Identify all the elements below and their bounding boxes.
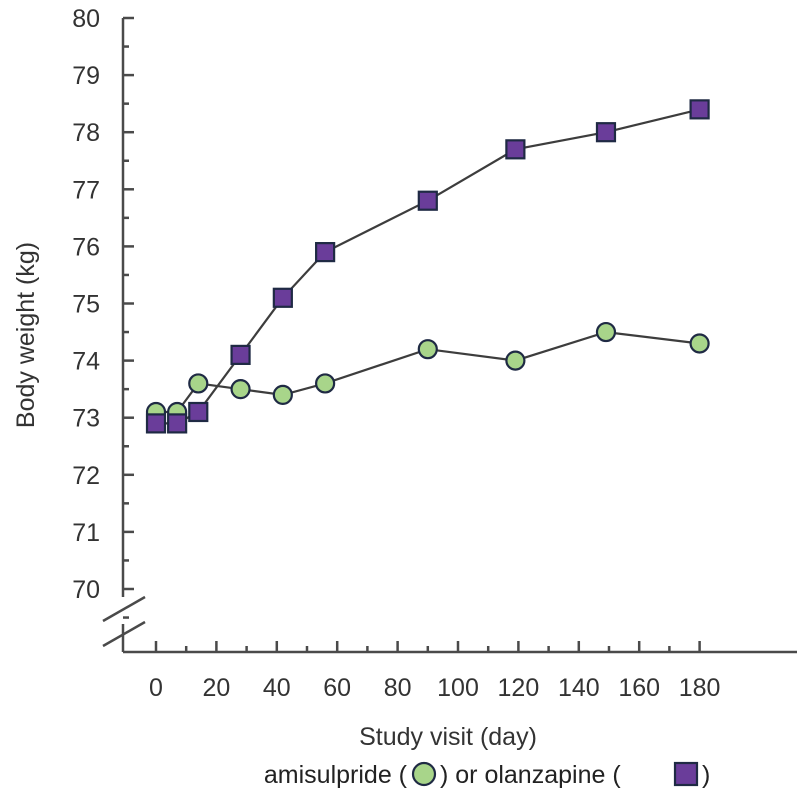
x-ticks: 0 20 40 60 80 100 120 140 160 180 <box>149 641 720 702</box>
legend-marker-amisulpride <box>411 761 437 787</box>
amisulpride-point <box>595 321 617 343</box>
x-tick-label: 160 <box>618 674 660 702</box>
amisulpride-point <box>315 373 336 394</box>
amisulpride-point <box>689 333 710 354</box>
y-axis-title: Body weight (kg) <box>12 242 40 428</box>
series-markers <box>145 99 710 434</box>
x-axis-title: Study visit (day) <box>359 723 537 751</box>
olanzapine-point <box>315 242 336 263</box>
x-tick-label: 140 <box>558 674 600 702</box>
olanzapine-line <box>156 108 700 425</box>
y-tick-label: 78 <box>72 119 100 147</box>
axes <box>102 18 797 654</box>
amisulpride-point <box>505 350 526 371</box>
x-tick-label: 20 <box>202 674 230 702</box>
y-tick-label: 76 <box>72 233 100 261</box>
amisulpride-point <box>272 384 293 405</box>
amisulpride-point <box>417 339 438 360</box>
x-tick-label: 60 <box>323 674 351 702</box>
y-tick-label: 70 <box>72 576 100 604</box>
olanzapine-point <box>145 413 167 434</box>
y-tick-label: 79 <box>72 62 100 90</box>
y-tick-label: 73 <box>72 405 100 433</box>
x-tick-label: 0 <box>149 674 163 702</box>
amisulpride-point <box>230 379 251 400</box>
axis-break-mark <box>102 620 146 648</box>
legend-text-amisulpride: amisulpride ( <box>264 761 408 789</box>
y-tick-label: 80 <box>72 5 100 33</box>
series-layer <box>145 99 710 434</box>
y-ticks: 70 71 72 73 74 75 76 77 78 79 80 <box>72 5 134 619</box>
y-tick-label: 77 <box>72 176 100 204</box>
x-tick-label: 180 <box>679 674 721 702</box>
amisulpride-point <box>188 373 209 394</box>
olanzapine-point <box>188 401 209 423</box>
olanzapine-point <box>230 344 251 365</box>
olanzapine-point <box>272 287 293 308</box>
y-tick-label: 71 <box>72 519 100 547</box>
y-tick-label: 74 <box>72 348 100 376</box>
amisulpride-line <box>156 330 700 414</box>
x-tick-label: 80 <box>384 674 412 702</box>
olanzapine-point <box>689 99 710 120</box>
x-tick-label: 100 <box>437 674 479 702</box>
legend-marker-olanzapine <box>673 761 699 787</box>
olanzapine-point <box>505 139 526 160</box>
olanzapine-point <box>167 413 188 434</box>
legend-text-close: ) <box>702 761 710 789</box>
legend: amisulpride ( ) or olanzapine ( ) <box>264 761 710 789</box>
legend-text-olanzapine: ) or olanzapine ( <box>440 761 621 789</box>
y-tick-label: 72 <box>72 462 100 490</box>
olanzapine-point <box>417 190 438 211</box>
series-lines <box>156 108 700 425</box>
x-tick-label: 120 <box>498 674 540 702</box>
y-tick-label: 75 <box>72 291 100 319</box>
x-tick-label: 40 <box>263 674 291 702</box>
olanzapine-point <box>595 122 617 143</box>
axis-break-mark <box>102 595 146 623</box>
